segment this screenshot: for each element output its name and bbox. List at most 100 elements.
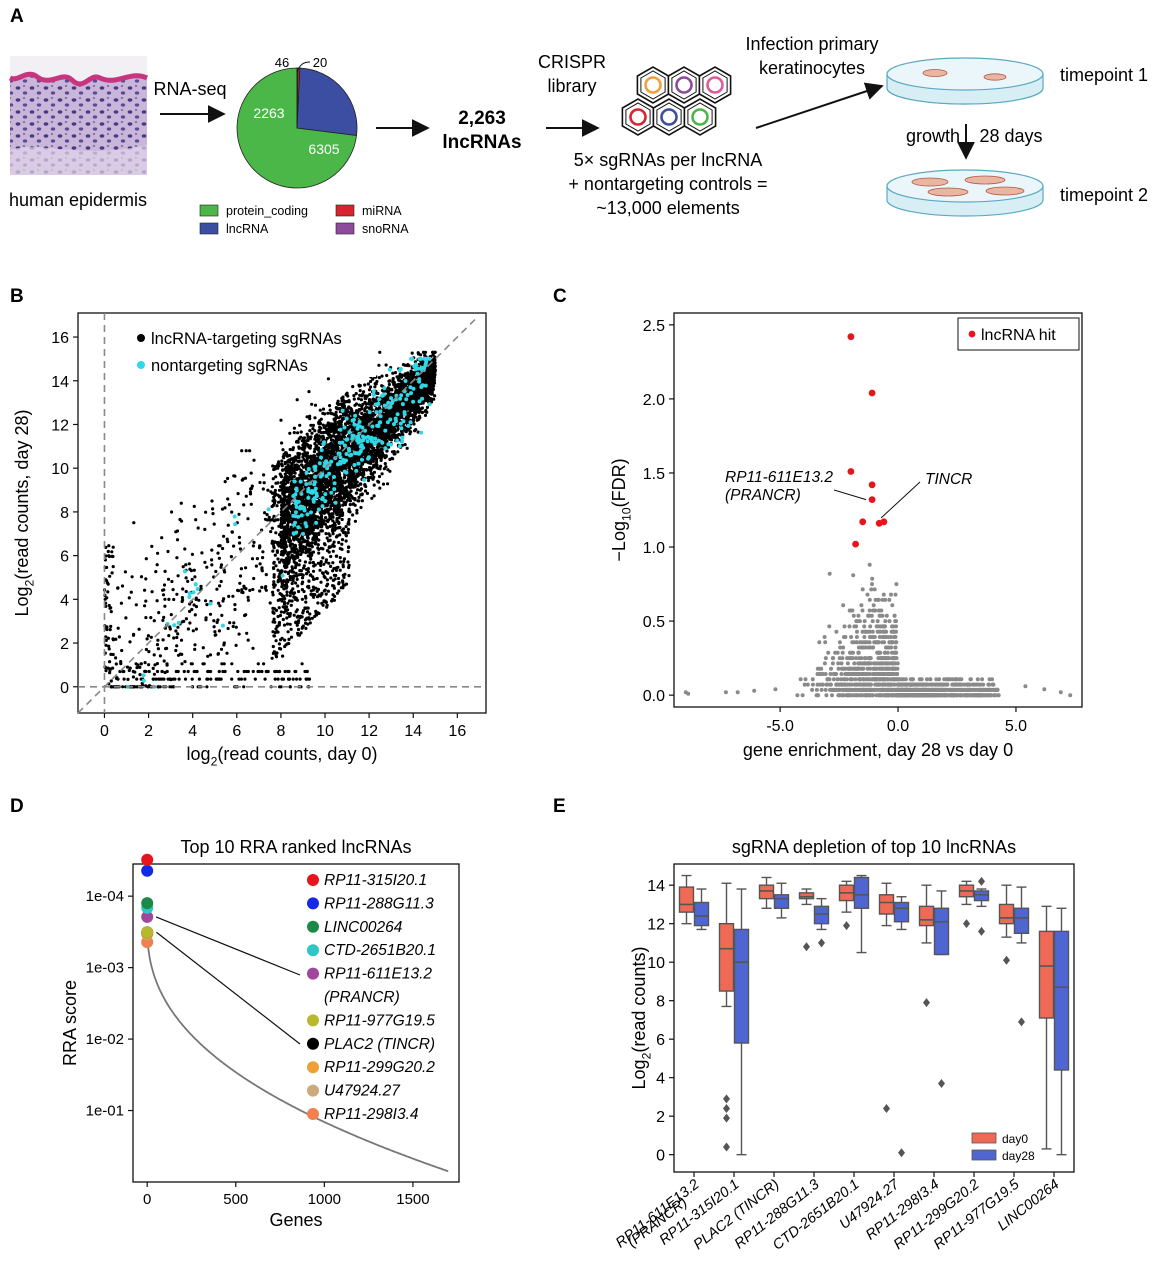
crispr-library-line1: CRISPR (538, 52, 606, 72)
sgrna-point-targeting (322, 562, 326, 566)
sgrna-point-targeting (343, 530, 347, 535)
sgrna-point-targeting (325, 536, 329, 540)
sgrna-point-targeting (385, 389, 389, 393)
sgrna-point-targeting (431, 384, 435, 388)
sgrna-point-targeting (286, 571, 290, 576)
sgrna-point-targeting (376, 451, 380, 455)
sgrna-point-targeting (383, 462, 387, 466)
sgrna-point-targeting (284, 580, 289, 584)
sgrna-point-targeting (366, 475, 370, 480)
sgrna-point-targeting (271, 477, 275, 481)
sgrna-point-targeting (284, 545, 288, 549)
sgrna-point-targeting (372, 483, 376, 487)
sgrna-point-targeting (296, 431, 300, 435)
sgrna-point-targeting (341, 417, 346, 421)
sgrna-point-targeting (279, 638, 283, 642)
sgrna-point-targeting (413, 429, 417, 433)
sgrna-point-targeting (375, 464, 379, 468)
sgrna-point-targeting (310, 402, 314, 406)
sgrna-point-targeting (325, 526, 330, 530)
sgrna-point-targeting (406, 363, 410, 367)
sgrna-point-targeting (370, 458, 374, 462)
sgrna-point-targeting (323, 599, 327, 603)
sgrna-point-targeting (377, 480, 381, 484)
sgrna-point-targeting (308, 417, 312, 421)
elements-line2: + nontargeting controls = (568, 174, 767, 194)
sgrna-point-targeting (341, 406, 345, 410)
sgrna-point-targeting (385, 373, 389, 378)
sgrna-point-targeting (369, 404, 373, 408)
sgrna-point-targeting (302, 474, 306, 478)
sgrna-point-targeting (347, 400, 351, 404)
sgrna-point-targeting (301, 501, 305, 505)
sgrna-point-targeting (297, 619, 301, 623)
sgrna-point-targeting (343, 572, 347, 576)
sgrna-point-targeting (324, 532, 328, 536)
sgrna-point-targeting (283, 475, 287, 480)
sgrna-point-targeting (342, 575, 346, 580)
sgrna-point-targeting (277, 495, 282, 499)
sgrna-point-targeting (397, 382, 401, 386)
lncrna-count: 2,263 (458, 108, 506, 129)
pie-value-snorna: 20 (313, 55, 327, 70)
sgrna-point-targeting (382, 424, 386, 428)
sgrna-point-targeting (350, 482, 354, 486)
sgrna-point-targeting (424, 408, 428, 412)
sgrna-point-targeting (340, 528, 344, 532)
sgrna-point-targeting (337, 471, 341, 475)
sgrna-point-targeting (317, 538, 321, 542)
sgrna-point-targeting (358, 471, 363, 476)
sgrna-point-targeting (320, 487, 325, 492)
sgrna-point-targeting (406, 371, 410, 375)
sgrna-point-targeting (384, 436, 388, 440)
sgrna-point-targeting (326, 411, 330, 415)
sgrna-point-targeting (390, 456, 394, 460)
sgrna-point-targeting (403, 406, 407, 410)
sgrna-point-targeting (301, 611, 305, 615)
sgrna-point-targeting (337, 582, 341, 586)
rnaseq-label: RNA-seq (153, 79, 226, 99)
sgrna-point-targeting (319, 482, 323, 486)
sgrna-point-targeting (332, 540, 336, 544)
sgrna-point-targeting (316, 543, 320, 547)
sgrna-point-targeting (377, 406, 382, 410)
sgrna-point-targeting (280, 498, 284, 502)
sgrna-point-targeting (353, 485, 357, 489)
sgrna-point-targeting (431, 350, 435, 354)
sgrna-point-targeting (338, 513, 342, 518)
sgrna-point-targeting (380, 374, 384, 378)
sgrna-point-targeting (417, 389, 421, 393)
sgrna-point-targeting (360, 492, 364, 496)
sgrna-point-targeting (281, 617, 285, 622)
sgrna-point-targeting (342, 401, 346, 406)
sgrna-point-targeting (282, 551, 287, 555)
sgrna-point-targeting (283, 605, 287, 609)
sgrna-point-targeting (393, 452, 397, 456)
sgrna-point-targeting (363, 400, 367, 404)
sgrna-point-targeting (308, 561, 312, 565)
sgrna-point-targeting (384, 363, 388, 367)
sgrna-point-targeting (305, 459, 309, 463)
sgrna-point-targeting (351, 502, 355, 506)
sgrna-point-targeting (307, 586, 311, 590)
sgrna-point-targeting (374, 454, 378, 458)
sgrna-point-targeting (320, 520, 324, 524)
legend-swatch-lncrna (199, 222, 219, 235)
sgrna-point-targeting (421, 379, 425, 383)
sgrna-point-targeting (271, 593, 275, 597)
sgrna-point-targeting (351, 471, 355, 475)
sgrna-point-targeting (307, 579, 311, 583)
sgrna-point-targeting (324, 592, 328, 596)
sgrna-point-targeting (270, 526, 274, 530)
sgrna-point-targeting (287, 614, 291, 619)
sgrna-point-targeting (367, 406, 371, 410)
sgrna-point-targeting (354, 491, 358, 495)
sgrna-point-targeting (346, 421, 350, 425)
pie-slice-lncRNA (296, 67, 358, 136)
sgrna-point-targeting (364, 405, 368, 409)
sgrna-point-targeting (321, 572, 325, 576)
sgrna-point-targeting (421, 372, 426, 376)
days-label: 28 days (979, 126, 1042, 146)
sgrna-point-targeting (353, 497, 357, 501)
sgrna-point-targeting (277, 642, 281, 646)
